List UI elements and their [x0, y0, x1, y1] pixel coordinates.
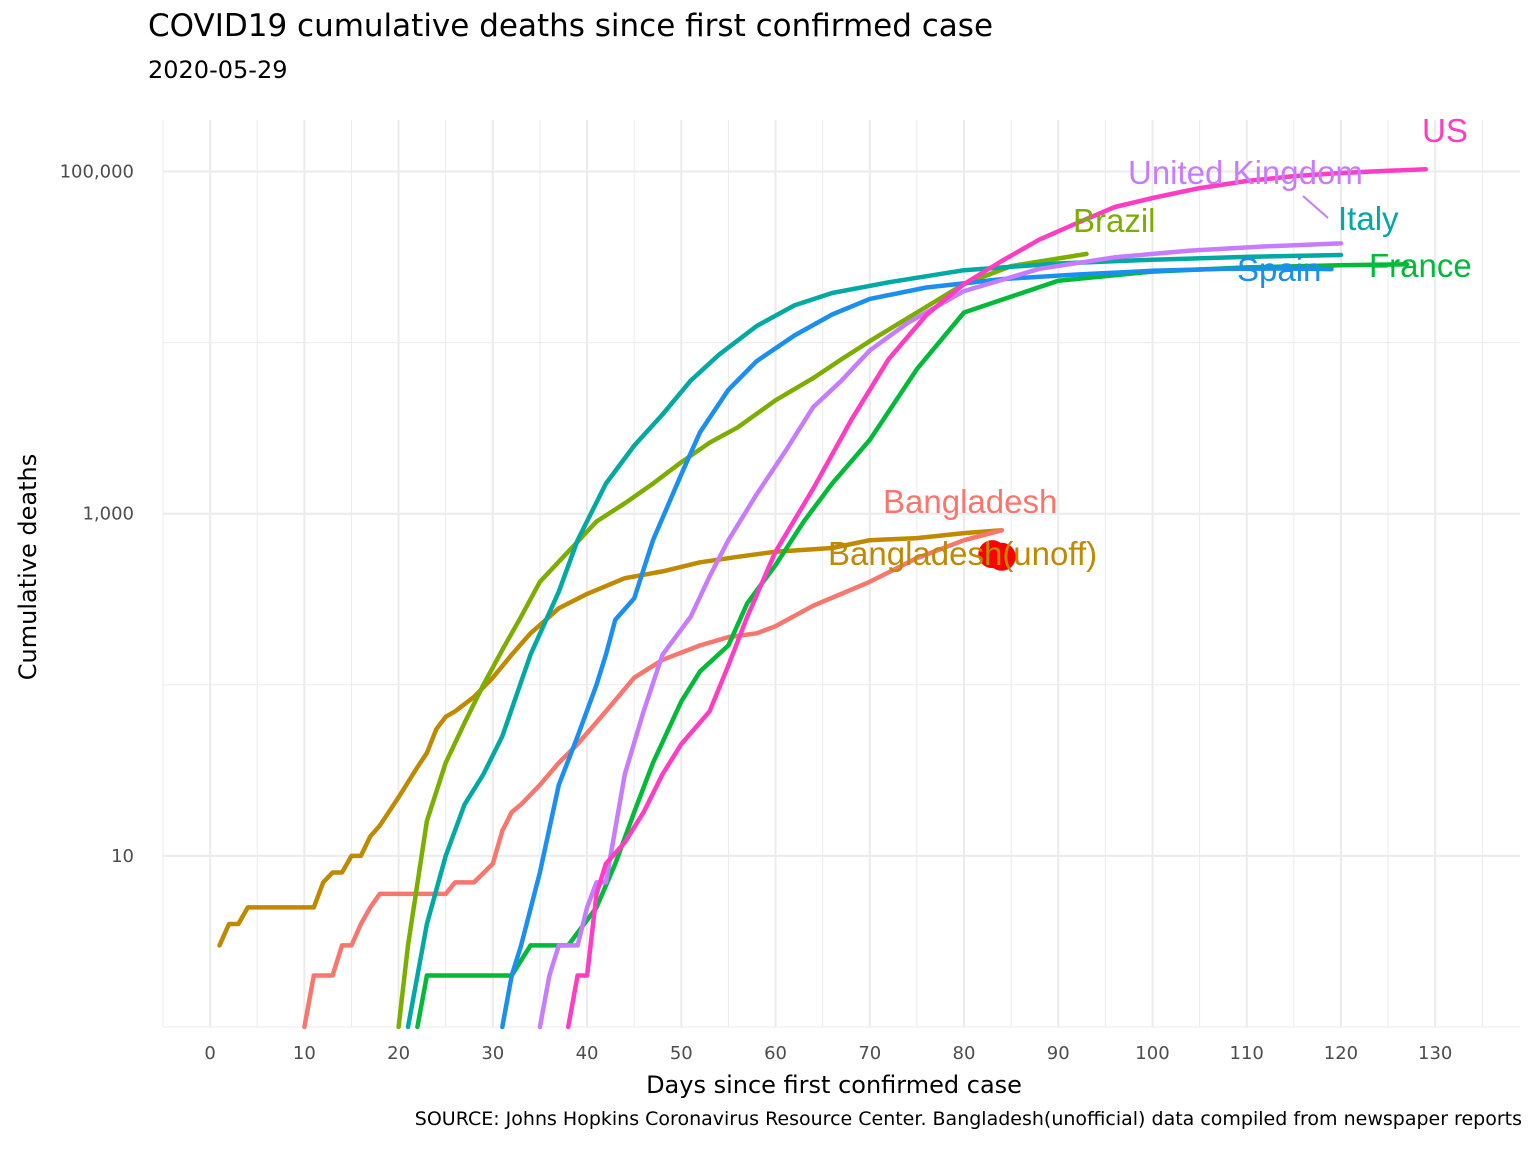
- y-axis-title: Cumulative deaths: [14, 454, 42, 680]
- x-tick-label: 20: [387, 1043, 410, 1064]
- series-line-us: [565, 167, 1429, 1030]
- x-tick-label: 40: [576, 1043, 599, 1064]
- series-line-bangladesh-unoff: [217, 528, 1004, 948]
- series-line-france: [415, 262, 1410, 1030]
- x-tick-label: 50: [670, 1043, 693, 1064]
- series-line-united-kingdom: [537, 241, 1344, 1030]
- y-tick-label: 10: [111, 846, 134, 867]
- series-label-bangladesh: Bangladesh: [883, 483, 1057, 520]
- y-axis-ticks: 10 1,000 100,000: [60, 162, 134, 867]
- chart-caption: SOURCE: Johns Hopkins Coronavirus Resour…: [414, 1108, 1522, 1130]
- series-line-spain: [500, 266, 1334, 1030]
- highlight-point: [987, 542, 1016, 571]
- x-axis-ticks: 0 10 20 30 40 50 60 70 80 90 100 110 120 130: [204, 1043, 1452, 1064]
- series-label-spain: Spain: [1237, 251, 1321, 288]
- x-axis-title: Days since first confirmed case: [646, 1071, 1022, 1099]
- x-tick-label: 10: [293, 1043, 316, 1064]
- x-tick-label: 110: [1230, 1043, 1264, 1064]
- series-lines: [217, 167, 1429, 1030]
- chart-subtitle: 2020-05-29: [148, 56, 288, 84]
- series-label-bangladesh-unoff: Bangladesh(unoff): [828, 535, 1097, 572]
- x-tick-label: 100: [1135, 1043, 1169, 1064]
- x-tick-label: 90: [1047, 1043, 1070, 1064]
- x-tick-label: 120: [1324, 1043, 1358, 1064]
- highlight-points: [978, 540, 1016, 571]
- y-tick-label: 1,000: [82, 504, 134, 525]
- series-label-italy: Italy: [1338, 200, 1399, 237]
- label-leader-line: [1302, 195, 1329, 219]
- series-label-brazil: Brazil: [1073, 202, 1156, 239]
- x-tick-label: 0: [204, 1043, 215, 1064]
- x-tick-label: 60: [764, 1043, 787, 1064]
- series-line-bangladesh: [302, 528, 1004, 1030]
- y-tick-label: 100,000: [60, 162, 134, 183]
- x-tick-label: 70: [858, 1043, 881, 1064]
- series-line-brazil: [396, 251, 1089, 1030]
- series-line-italy: [405, 252, 1344, 1030]
- series-label-france: France: [1369, 247, 1472, 284]
- x-tick-label: 130: [1418, 1043, 1452, 1064]
- series-labels: US United Kingdom Brazil Italy Spain France Ba…: [828, 112, 1472, 572]
- chart-title: COVID19 cumulative deaths since first co…: [148, 8, 994, 44]
- x-tick-label: 30: [481, 1043, 504, 1064]
- series-label-united-kingdom: United Kingdom: [1128, 154, 1363, 191]
- x-tick-label: 80: [953, 1043, 976, 1064]
- series-label-us: US: [1422, 112, 1468, 149]
